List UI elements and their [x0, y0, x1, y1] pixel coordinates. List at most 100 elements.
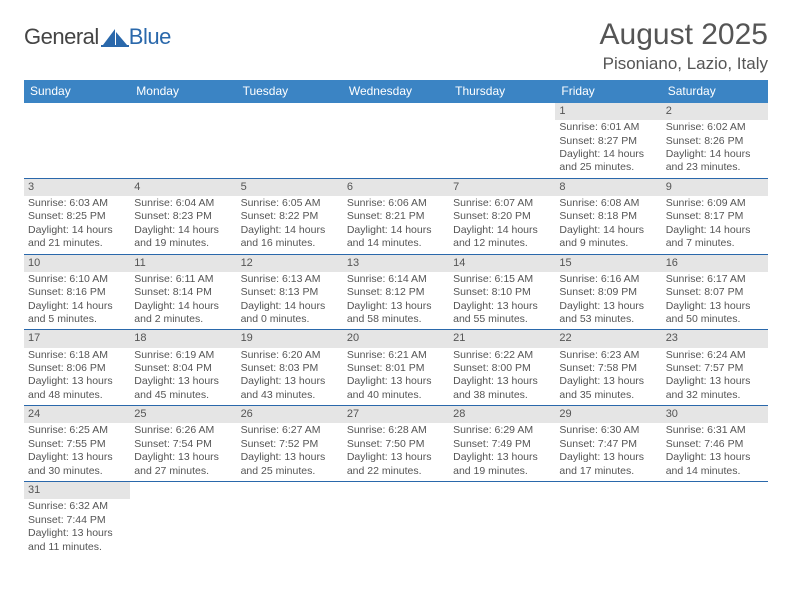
day-cell: 20Sunrise: 6:21 AMSunset: 8:01 PMDayligh… [343, 330, 449, 405]
day-number: 12 [237, 255, 343, 272]
sunrise-line: Sunrise: 6:08 AM [559, 197, 657, 210]
daylight-line: Daylight: 14 hours and 9 minutes. [559, 224, 657, 251]
location-subtitle: Pisoniano, Lazio, Italy [600, 54, 768, 74]
weekday-header-cell: Saturday [662, 80, 768, 103]
weekday-header-cell: Sunday [24, 80, 130, 103]
sunrise-line: Sunrise: 6:10 AM [28, 273, 126, 286]
empty-cell [662, 482, 768, 557]
calendar-row: 10Sunrise: 6:10 AMSunset: 8:16 PMDayligh… [24, 255, 768, 331]
daylight-line: Daylight: 13 hours and 11 minutes. [28, 527, 126, 554]
day-number: 31 [24, 482, 130, 499]
sunset-line: Sunset: 8:07 PM [666, 286, 764, 299]
daylight-line: Daylight: 14 hours and 7 minutes. [666, 224, 764, 251]
day-cell: 26Sunrise: 6:27 AMSunset: 7:52 PMDayligh… [237, 406, 343, 481]
day-number: 6 [343, 179, 449, 196]
daylight-line: Daylight: 13 hours and 30 minutes. [28, 451, 126, 478]
daylight-line: Daylight: 14 hours and 25 minutes. [559, 148, 657, 175]
daylight-line: Daylight: 14 hours and 16 minutes. [241, 224, 339, 251]
empty-cell [130, 482, 236, 557]
daylight-line: Daylight: 13 hours and 58 minutes. [347, 300, 445, 327]
sunset-line: Sunset: 8:21 PM [347, 210, 445, 223]
sunrise-line: Sunrise: 6:30 AM [559, 424, 657, 437]
sunrise-line: Sunrise: 6:15 AM [453, 273, 551, 286]
sunset-line: Sunset: 8:13 PM [241, 286, 339, 299]
day-number: 7 [449, 179, 555, 196]
daylight-line: Daylight: 13 hours and 53 minutes. [559, 300, 657, 327]
day-cell: 29Sunrise: 6:30 AMSunset: 7:47 PMDayligh… [555, 406, 661, 481]
sunrise-line: Sunrise: 6:18 AM [28, 349, 126, 362]
empty-cell [237, 103, 343, 178]
sunrise-line: Sunrise: 6:09 AM [666, 197, 764, 210]
day-cell: 6Sunrise: 6:06 AMSunset: 8:21 PMDaylight… [343, 179, 449, 254]
daylight-line: Daylight: 13 hours and 17 minutes. [559, 451, 657, 478]
calendar-body: 1Sunrise: 6:01 AMSunset: 8:27 PMDaylight… [24, 103, 768, 557]
day-cell: 30Sunrise: 6:31 AMSunset: 7:46 PMDayligh… [662, 406, 768, 481]
sunset-line: Sunset: 8:26 PM [666, 135, 764, 148]
calendar-row: 1Sunrise: 6:01 AMSunset: 8:27 PMDaylight… [24, 103, 768, 179]
empty-cell [343, 482, 449, 557]
day-details: Sunrise: 6:15 AMSunset: 8:10 PMDaylight:… [449, 272, 555, 330]
day-cell: 15Sunrise: 6:16 AMSunset: 8:09 PMDayligh… [555, 255, 661, 330]
sunrise-line: Sunrise: 6:03 AM [28, 197, 126, 210]
day-number: 8 [555, 179, 661, 196]
weekday-header-cell: Friday [555, 80, 661, 103]
day-number: 4 [130, 179, 236, 196]
sunset-line: Sunset: 8:00 PM [453, 362, 551, 375]
day-number: 21 [449, 330, 555, 347]
daylight-line: Daylight: 13 hours and 35 minutes. [559, 375, 657, 402]
sunrise-line: Sunrise: 6:19 AM [134, 349, 232, 362]
sunset-line: Sunset: 8:12 PM [347, 286, 445, 299]
day-cell: 9Sunrise: 6:09 AMSunset: 8:17 PMDaylight… [662, 179, 768, 254]
day-number: 17 [24, 330, 130, 347]
day-details: Sunrise: 6:05 AMSunset: 8:22 PMDaylight:… [237, 196, 343, 254]
daylight-line: Daylight: 14 hours and 12 minutes. [453, 224, 551, 251]
sunset-line: Sunset: 7:54 PM [134, 438, 232, 451]
day-number: 19 [237, 330, 343, 347]
sunset-line: Sunset: 7:58 PM [559, 362, 657, 375]
sunrise-line: Sunrise: 6:24 AM [666, 349, 764, 362]
daylight-line: Daylight: 13 hours and 38 minutes. [453, 375, 551, 402]
day-number: 27 [343, 406, 449, 423]
sunrise-line: Sunrise: 6:07 AM [453, 197, 551, 210]
day-details: Sunrise: 6:18 AMSunset: 8:06 PMDaylight:… [24, 348, 130, 406]
day-cell: 2Sunrise: 6:02 AMSunset: 8:26 PMDaylight… [662, 103, 768, 178]
weekday-header: SundayMondayTuesdayWednesdayThursdayFrid… [24, 80, 768, 103]
day-cell: 7Sunrise: 6:07 AMSunset: 8:20 PMDaylight… [449, 179, 555, 254]
day-number: 29 [555, 406, 661, 423]
day-number: 23 [662, 330, 768, 347]
sunset-line: Sunset: 8:20 PM [453, 210, 551, 223]
sunset-line: Sunset: 7:47 PM [559, 438, 657, 451]
title-block: August 2025 Pisoniano, Lazio, Italy [600, 18, 768, 74]
day-details: Sunrise: 6:30 AMSunset: 7:47 PMDaylight:… [555, 423, 661, 481]
day-details: Sunrise: 6:02 AMSunset: 8:26 PMDaylight:… [662, 120, 768, 178]
day-details: Sunrise: 6:08 AMSunset: 8:18 PMDaylight:… [555, 196, 661, 254]
sunrise-line: Sunrise: 6:06 AM [347, 197, 445, 210]
sunset-line: Sunset: 8:25 PM [28, 210, 126, 223]
sunrise-line: Sunrise: 6:11 AM [134, 273, 232, 286]
sunset-line: Sunset: 8:27 PM [559, 135, 657, 148]
day-number: 9 [662, 179, 768, 196]
sunset-line: Sunset: 8:17 PM [666, 210, 764, 223]
day-number: 28 [449, 406, 555, 423]
month-title: August 2025 [600, 18, 768, 52]
sunrise-line: Sunrise: 6:13 AM [241, 273, 339, 286]
sunrise-line: Sunrise: 6:17 AM [666, 273, 764, 286]
sunrise-line: Sunrise: 6:31 AM [666, 424, 764, 437]
day-cell: 24Sunrise: 6:25 AMSunset: 7:55 PMDayligh… [24, 406, 130, 481]
header-row: General Blue August 2025 Pisoniano, Lazi… [24, 18, 768, 74]
sunset-line: Sunset: 7:52 PM [241, 438, 339, 451]
day-details: Sunrise: 6:14 AMSunset: 8:12 PMDaylight:… [343, 272, 449, 330]
sunset-line: Sunset: 7:44 PM [28, 514, 126, 527]
empty-cell [237, 482, 343, 557]
sunset-line: Sunset: 8:09 PM [559, 286, 657, 299]
sunset-line: Sunset: 8:06 PM [28, 362, 126, 375]
daylight-line: Daylight: 13 hours and 19 minutes. [453, 451, 551, 478]
day-cell: 11Sunrise: 6:11 AMSunset: 8:14 PMDayligh… [130, 255, 236, 330]
day-details: Sunrise: 6:07 AMSunset: 8:20 PMDaylight:… [449, 196, 555, 254]
day-cell: 5Sunrise: 6:05 AMSunset: 8:22 PMDaylight… [237, 179, 343, 254]
day-number: 11 [130, 255, 236, 272]
daylight-line: Daylight: 14 hours and 21 minutes. [28, 224, 126, 251]
sunrise-line: Sunrise: 6:22 AM [453, 349, 551, 362]
daylight-line: Daylight: 14 hours and 2 minutes. [134, 300, 232, 327]
daylight-line: Daylight: 13 hours and 48 minutes. [28, 375, 126, 402]
